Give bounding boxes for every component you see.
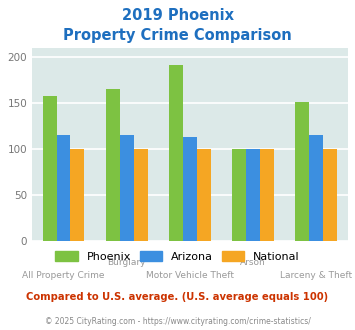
Text: Motor Vehicle Theft: Motor Vehicle Theft: [146, 272, 234, 280]
Bar: [232, 149, 246, 241]
Bar: [260, 149, 274, 241]
Bar: [56, 135, 71, 241]
Bar: [197, 149, 211, 241]
Bar: [295, 102, 309, 241]
Text: 2019 Phoenix: 2019 Phoenix: [121, 8, 234, 23]
Bar: [106, 89, 120, 241]
Bar: [43, 96, 56, 241]
Text: All Property Crime: All Property Crime: [22, 272, 105, 280]
Bar: [323, 149, 337, 241]
Bar: [134, 149, 148, 241]
Text: © 2025 CityRating.com - https://www.cityrating.com/crime-statistics/: © 2025 CityRating.com - https://www.city…: [45, 317, 310, 326]
Text: Arson: Arson: [240, 258, 266, 267]
Text: Burglary: Burglary: [108, 258, 146, 267]
Text: Larceny & Theft: Larceny & Theft: [280, 272, 353, 280]
Bar: [71, 149, 84, 241]
Bar: [246, 149, 260, 241]
Bar: [120, 135, 134, 241]
Legend: Phoenix, Arizona, National: Phoenix, Arizona, National: [55, 251, 300, 262]
Bar: [169, 65, 183, 241]
Text: Compared to U.S. average. (U.S. average equals 100): Compared to U.S. average. (U.S. average …: [26, 292, 329, 302]
Bar: [183, 137, 197, 241]
Bar: [309, 135, 323, 241]
Text: Property Crime Comparison: Property Crime Comparison: [63, 28, 292, 43]
